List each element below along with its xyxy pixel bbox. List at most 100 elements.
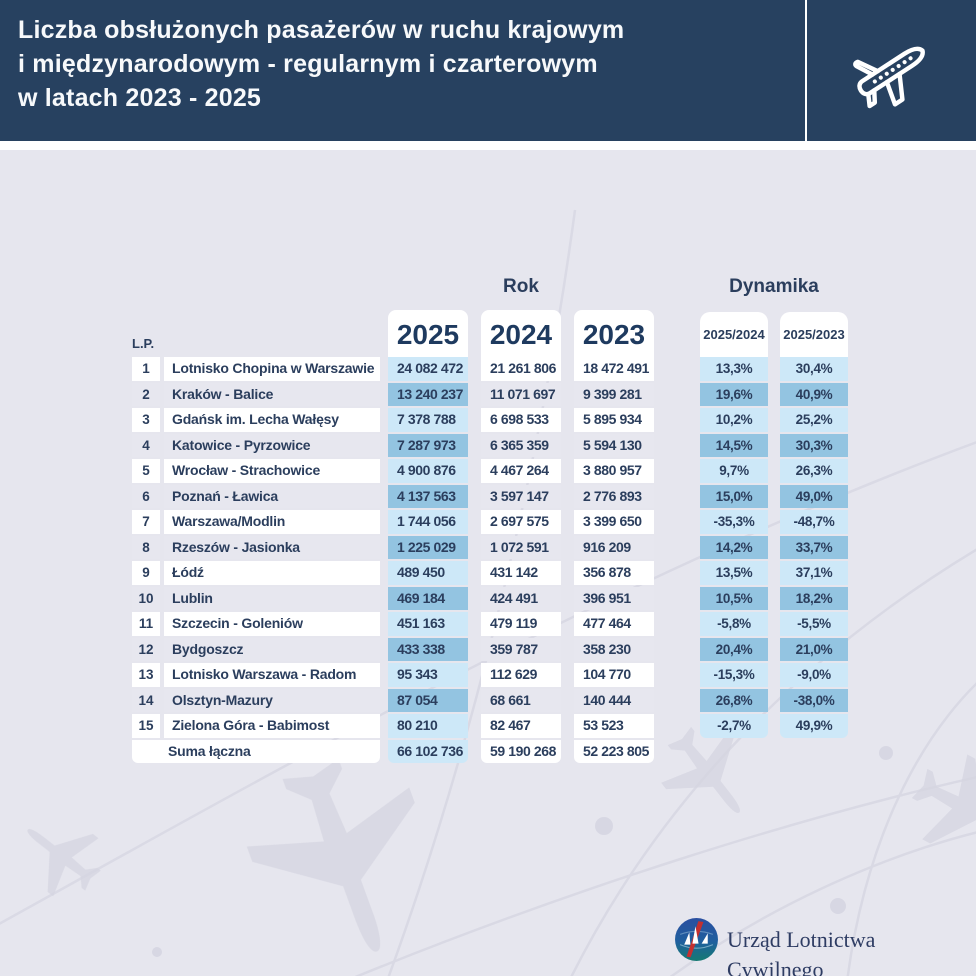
value-2023-cell: 356 878 bbox=[574, 561, 654, 585]
dynamics-2025-2024-cell: 9,7% bbox=[700, 459, 768, 483]
value-2023-cell: 916 209 bbox=[574, 535, 654, 559]
dynamics-2025-2024-cell: 13,5% bbox=[700, 561, 768, 585]
table-row: 3 Gdańsk im. Lecha Wałęsy 7 378 788 6 698 5… bbox=[132, 408, 848, 432]
page-header: Liczba obsłużonych pasażerów w ruchu kra… bbox=[0, 0, 976, 141]
dynamics-2025-2024-cell: 10,5% bbox=[700, 586, 768, 610]
dynamics-2025-2023-cell: -38,0% bbox=[780, 688, 848, 712]
dynamics-2025-2023-cell: 21,0% bbox=[780, 637, 848, 661]
value-2023-cell: 18 472 491 bbox=[574, 357, 654, 381]
value-2025-cell: 433 338 bbox=[388, 637, 468, 661]
airport-name-cell: Rzeszów - Jasionka bbox=[164, 535, 380, 559]
dynamika-column-header-2025-2024: 2025/2024 bbox=[700, 312, 768, 357]
value-2024-cell: 3 597 147 bbox=[481, 484, 561, 508]
page-title: Liczba obsłużonych pasażerów w ruchu kra… bbox=[18, 13, 624, 115]
dynamics-2025-2024-cell: 19,6% bbox=[700, 382, 768, 406]
table-rows: 1 Lotnisko Chopina w Warszawie 24 082 472 2… bbox=[132, 357, 848, 765]
value-2024-cell: 359 787 bbox=[481, 637, 561, 661]
dynamics-2025-2023-cell: 18,2% bbox=[780, 586, 848, 610]
table-row: 1 Lotnisko Chopina w Warszawie 24 082 472 2… bbox=[132, 357, 848, 381]
value-2024-cell: 112 629 bbox=[481, 663, 561, 687]
airport-name-cell: Kraków - Balice bbox=[164, 382, 380, 406]
value-2025-cell: 4 137 563 bbox=[388, 484, 468, 508]
value-2025-cell: 95 343 bbox=[388, 663, 468, 687]
dynamics-2025-2024-cell: -15,3% bbox=[700, 663, 768, 687]
airport-name-cell: Lotnisko Warszawa - Radom bbox=[164, 663, 380, 687]
table-row: 4 Katowice - Pyrzowice 7 287 973 6 365 359 5… bbox=[132, 433, 848, 457]
row-number-cell: 7 bbox=[132, 510, 160, 534]
value-2023-cell: 3 399 650 bbox=[574, 510, 654, 534]
table-row: 11 Szczecin - Goleniów 451 163 479 119 477 4… bbox=[132, 612, 848, 636]
value-2025-cell: 451 163 bbox=[388, 612, 468, 636]
table-row: 2 Kraków - Balice 13 240 237 11 071 697 9 39… bbox=[132, 382, 848, 406]
table-row: 5 Wrocław - Strachowice 4 900 876 4 467 264… bbox=[132, 459, 848, 483]
total-2024-cell: 59 190 268 bbox=[481, 739, 561, 763]
value-2025-cell: 7 287 973 bbox=[388, 433, 468, 457]
value-2023-cell: 53 523 bbox=[574, 714, 654, 738]
value-2024-cell: 11 071 697 bbox=[481, 382, 561, 406]
value-2023-cell: 5 594 130 bbox=[574, 433, 654, 457]
airport-name-cell: Lotnisko Chopina w Warszawie bbox=[164, 357, 380, 381]
airport-name-cell: Lublin bbox=[164, 586, 380, 610]
total-2025-cell: 66 102 736 bbox=[388, 739, 468, 763]
title-line-2: i międzynarodowym - regularnym i czarter… bbox=[18, 50, 598, 78]
title-line-1: Liczba obsłużonych pasażerów w ruchu kra… bbox=[18, 16, 625, 44]
airport-name-cell: Zielona Góra - Babimost bbox=[164, 714, 380, 738]
value-2024-cell: 82 467 bbox=[481, 714, 561, 738]
dynamics-2025-2023-cell: 26,3% bbox=[780, 459, 848, 483]
airplane-takeoff-icon bbox=[853, 46, 925, 109]
row-number-cell: 3 bbox=[132, 408, 160, 432]
value-2023-cell: 358 230 bbox=[574, 637, 654, 661]
table-row: 15 Zielona Góra - Babimost 80 210 82 467 53 … bbox=[132, 714, 848, 738]
value-2023-cell: 5 895 934 bbox=[574, 408, 654, 432]
dynamics-2025-2024-cell: 14,2% bbox=[700, 535, 768, 559]
table-row: 13 Lotnisko Warszawa - Radom 95 343 112 629… bbox=[132, 663, 848, 687]
dynamics-2025-2023-cell: -5,5% bbox=[780, 612, 848, 636]
year-column-header-2024: 2024 bbox=[481, 310, 561, 357]
airport-name-cell: Warszawa/Modlin bbox=[164, 510, 380, 534]
airport-name-cell: Bydgoszcz bbox=[164, 637, 380, 661]
row-number-cell: 13 bbox=[132, 663, 160, 687]
row-number-cell: 14 bbox=[132, 688, 160, 712]
value-2024-cell: 68 661 bbox=[481, 688, 561, 712]
value-2023-cell: 2 776 893 bbox=[574, 484, 654, 508]
airport-name-cell: Poznań - Ławica bbox=[164, 484, 380, 508]
value-2024-cell: 21 261 806 bbox=[481, 357, 561, 381]
dynamics-2025-2023-cell: -48,7% bbox=[780, 510, 848, 534]
row-number-cell: 8 bbox=[132, 535, 160, 559]
dynamics-2025-2024-cell: -5,8% bbox=[700, 612, 768, 636]
dynamics-2025-2023-cell: 49,0% bbox=[780, 484, 848, 508]
value-2024-cell: 4 467 264 bbox=[481, 459, 561, 483]
row-number-cell: 6 bbox=[132, 484, 160, 508]
airport-name-cell: Gdańsk im. Lecha Wałęsy bbox=[164, 408, 380, 432]
table-row: 14 Olsztyn-Mazury 87 054 68 661 140 444 26,8%… bbox=[132, 688, 848, 712]
airport-name-cell: Łódź bbox=[164, 561, 380, 585]
table-row: 12 Bydgoszcz 433 338 359 787 358 230 20,4% 21,… bbox=[132, 637, 848, 661]
row-number-cell: 4 bbox=[132, 433, 160, 457]
rok-group-header: Rok bbox=[503, 276, 539, 297]
value-2024-cell: 1 072 591 bbox=[481, 535, 561, 559]
dynamics-2025-2024-cell: 15,0% bbox=[700, 484, 768, 508]
dynamika-column-header-2025-2023: 2025/2023 bbox=[780, 312, 848, 357]
header-divider bbox=[805, 0, 807, 141]
row-number-cell: 2 bbox=[132, 382, 160, 406]
table-row: 8 Rzeszów - Jasionka 1 225 029 1 072 591 916… bbox=[132, 535, 848, 559]
value-2024-cell: 6 365 359 bbox=[481, 433, 561, 457]
dynamics-2025-2023-cell: 40,9% bbox=[780, 382, 848, 406]
row-number-cell: 11 bbox=[132, 612, 160, 636]
row-number-cell: 9 bbox=[132, 561, 160, 585]
dynamics-2025-2024-cell: 20,4% bbox=[700, 637, 768, 661]
total-2023-cell: 52 223 805 bbox=[574, 739, 654, 763]
year-column-header-2023: 2023 bbox=[574, 310, 654, 357]
table-row: 6 Poznań - Ławica 4 137 563 3 597 147 2 776 … bbox=[132, 484, 848, 508]
value-2025-cell: 1 225 029 bbox=[388, 535, 468, 559]
year-column-header-2025: 2025 bbox=[388, 310, 468, 357]
value-2025-cell: 4 900 876 bbox=[388, 459, 468, 483]
value-2025-cell: 469 184 bbox=[388, 586, 468, 610]
dynamics-2025-2023-cell: 30,4% bbox=[780, 357, 848, 381]
dynamics-2025-2024-cell: -2,7% bbox=[700, 714, 768, 738]
table-row: 9 Łódź 489 450 431 142 356 878 13,5% 37,1% bbox=[132, 561, 848, 585]
dynamika-group-header: Dynamika bbox=[729, 276, 819, 297]
